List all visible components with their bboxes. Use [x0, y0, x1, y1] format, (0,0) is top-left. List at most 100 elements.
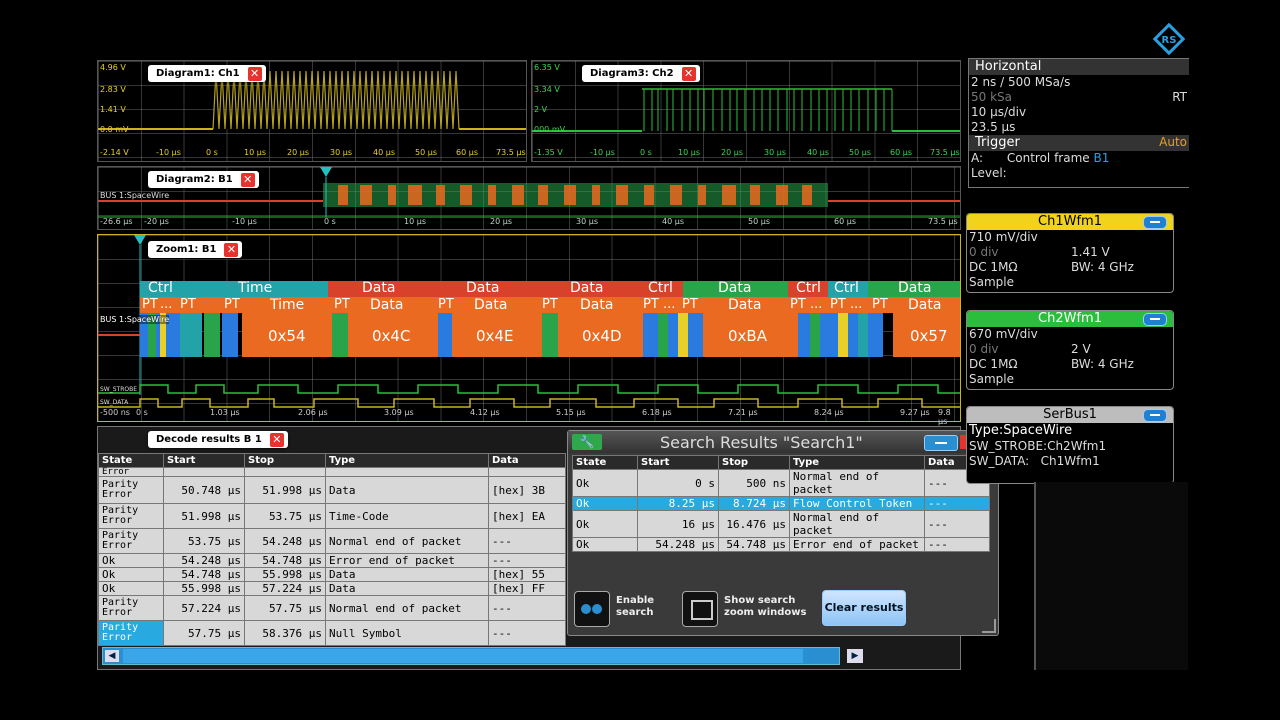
close-icon[interactable]: ✕ — [240, 173, 255, 187]
zoom1-panel[interactable]: Ctrl Time Data Data Data Ctrl Data Ctrl … — [97, 234, 961, 426]
table-row[interactable]: Parity Error 50.748 µs 51.998 µs Data [hex] … — [98, 476, 566, 504]
frame-value: 0x4D — [582, 327, 622, 345]
zoom-bus-decode — [98, 235, 960, 408]
cell-start: 0 s — [637, 469, 719, 497]
cell-data: [hex] EA — [488, 503, 566, 529]
horizontal-scrollbar[interactable]: ◀ ▶ — [102, 647, 863, 665]
ch1-panel[interactable]: Ch1Wfm1 710 mV/div 0 div 1.41 V DC 1MΩ B… — [966, 213, 1174, 293]
frame-cat-0: Ctrl — [148, 280, 173, 296]
frame-cat-1: Time — [238, 280, 273, 296]
cell-type: Error end of packet — [789, 537, 925, 552]
search-dialog-header[interactable]: 🔧 Search Results "Search1" — [568, 431, 998, 453]
zoom1-tab[interactable]: Zoom1: B1 ✕ — [148, 241, 243, 258]
frame-ellipsis: ... — [810, 297, 823, 312]
serbus-panel[interactable]: SerBus1 Type:SpaceWire SW_STROBE:Ch2Wfm1… — [966, 406, 1174, 484]
bus-overview-waveform — [98, 167, 960, 218]
diagram3-panel[interactable]: 6.35 V 3.34 V 2 V 000 mV -1.35 V -10 µs … — [531, 60, 961, 162]
sidebar-divider — [1034, 482, 1036, 670]
col-type[interactable]: Type — [789, 455, 925, 470]
minimize-icon[interactable] — [1143, 216, 1167, 229]
table-row[interactable]: Error — [98, 467, 566, 477]
cell-state: Ok — [572, 469, 638, 497]
table-row[interactable]: Ok 16 µs 16.476 µs Normal end of packet --- — [572, 510, 990, 538]
diagram2-panel[interactable]: BUS 1:SpaceWire -26.6 µs -20 µs -10 µs 0… — [97, 166, 961, 230]
table-row[interactable]: Parity Error 57.224 µs 57.75 µs Normal end … — [98, 595, 566, 621]
cell-data: [hex] 3B — [488, 476, 566, 504]
diagram1-title: Diagram1: Ch1 — [156, 68, 240, 79]
frame-field: PT — [643, 297, 659, 312]
close-icon[interactable] — [960, 435, 970, 449]
diagram1-tab[interactable]: Diagram1: Ch1 ✕ — [148, 65, 266, 82]
ch1-scale: 710 mV/div — [969, 230, 1038, 244]
col-stop[interactable]: Stop — [718, 455, 790, 470]
horizontal-title: Horizontal — [969, 59, 1189, 75]
table-row[interactable]: Parity Error 51.998 µs 53.75 µs Time-Code [h… — [98, 503, 566, 529]
show-search-zoom-button[interactable]: Show search zoom windows — [682, 589, 822, 627]
table-row[interactable]: Ok 55.998 µs 57.224 µs Data [hex] FF — [98, 581, 566, 596]
search-results-dialog[interactable]: 🔧 Search Results "Search1" State Start S… — [567, 430, 999, 636]
minimize-icon[interactable] — [1143, 409, 1167, 422]
diagram2-x-label: -26.6 µs — [100, 217, 133, 226]
ch2-panel[interactable]: Ch2Wfm1 670 mV/div 0 div 2 V DC 1MΩ BW: … — [966, 310, 1174, 390]
col-start[interactable]: Start — [637, 455, 719, 470]
scrollbar-thumb[interactable] — [123, 649, 803, 663]
cell-stop: 8.724 µs — [718, 496, 790, 511]
col-state[interactable]: State — [98, 453, 164, 468]
cell-start: 16 µs — [637, 510, 719, 538]
diagram2-x-label: 20 µs — [490, 217, 512, 226]
cell-type: Data — [325, 567, 489, 582]
zoom-x-label: 9.8 µs — [938, 408, 951, 426]
table-row[interactable]: Ok 54.248 µs 54.748 µs Error end of packet -… — [98, 553, 566, 568]
ch1-acq: Sample — [969, 275, 1014, 289]
svg-text:RS: RS — [1162, 35, 1177, 46]
diagram2-x-label: 30 µs — [576, 217, 598, 226]
show-search-zoom-label: Show search zoom windows — [724, 595, 807, 618]
frame-field: Data — [370, 297, 404, 313]
clear-results-button[interactable]: Clear results — [822, 590, 906, 626]
cell-type: Null Symbol — [325, 620, 489, 646]
cell-data: [hex] FF — [488, 581, 566, 596]
table-row-selected[interactable]: Parity Error 57.75 µs 58.376 µs Null Symbol… — [98, 620, 566, 646]
col-start[interactable]: Start — [163, 453, 245, 468]
cell-state: Ok — [98, 581, 164, 596]
col-state[interactable]: State — [572, 455, 638, 470]
table-row[interactable]: Ok 0 s 500 ns Normal end of packet --- — [572, 469, 990, 497]
close-icon[interactable]: ✕ — [681, 67, 696, 81]
sidebar-empty-area — [1036, 482, 1188, 670]
minimize-button[interactable] — [924, 435, 958, 451]
diagram1-panel[interactable]: 4.96 V 2.83 V 1.41 V 0.0 mV -2.14 V -10 … — [97, 60, 527, 162]
cell-start: 8.25 µs — [637, 496, 719, 511]
table-row[interactable]: Ok 54.748 µs 55.998 µs Data [hex] 55 — [98, 567, 566, 582]
frame-ellipsis: ... — [850, 297, 863, 312]
cell-stop: 57.75 µs — [244, 595, 326, 621]
col-data[interactable]: Data — [488, 453, 566, 468]
cell-stop: 55.998 µs — [244, 567, 326, 582]
table-row[interactable]: Parity Error 53.75 µs 54.248 µs Normal end … — [98, 528, 566, 554]
col-type[interactable]: Type — [325, 453, 489, 468]
scroll-right-icon[interactable]: ▶ — [847, 649, 863, 663]
minimize-icon[interactable] — [1143, 313, 1167, 326]
ch2-x-label: 73.5 µs — [930, 148, 960, 157]
table-row-selected[interactable]: Ok 8.25 µs 8.724 µs Flow Control Token --- — [572, 496, 990, 511]
close-icon[interactable]: ✕ — [247, 67, 262, 81]
close-icon[interactable]: ✕ — [269, 433, 284, 447]
table-row[interactable]: Ok 54.248 µs 54.748 µs Error end of packet -… — [572, 537, 990, 552]
wrench-icon[interactable]: 🔧 — [572, 434, 602, 450]
diagram2-tab[interactable]: Diagram2: B1 ✕ — [148, 171, 259, 188]
cell-stop: 53.75 µs — [244, 503, 326, 529]
resize-grip-icon[interactable] — [982, 619, 996, 633]
decode-results-tab[interactable]: Decode results B 1 ✕ — [148, 431, 288, 448]
horizontal-panel[interactable]: Horizontal 2 ns / 500 MSa/s 50 kSa RT 10… — [968, 58, 1189, 188]
scroll-left-icon[interactable]: ◀ — [105, 650, 119, 662]
cell-data: --- — [924, 537, 990, 552]
diagram3-tab[interactable]: Diagram3: Ch2 ✕ — [582, 65, 700, 82]
decode-results-panel[interactable]: Decode results B 1 ✕ State Start Stop Ty… — [97, 426, 961, 670]
ch2-x-label: 10 µs — [678, 148, 700, 157]
enable-search-button[interactable]: Enable search — [574, 589, 664, 627]
frame-field: Data — [908, 297, 942, 313]
ch1-x-label: 0 s — [206, 148, 218, 157]
col-stop[interactable]: Stop — [244, 453, 326, 468]
close-icon[interactable]: ✕ — [224, 243, 239, 257]
ch1-coupling: DC 1MΩ — [969, 260, 1018, 274]
decode-results-title: Decode results B 1 — [156, 434, 262, 445]
